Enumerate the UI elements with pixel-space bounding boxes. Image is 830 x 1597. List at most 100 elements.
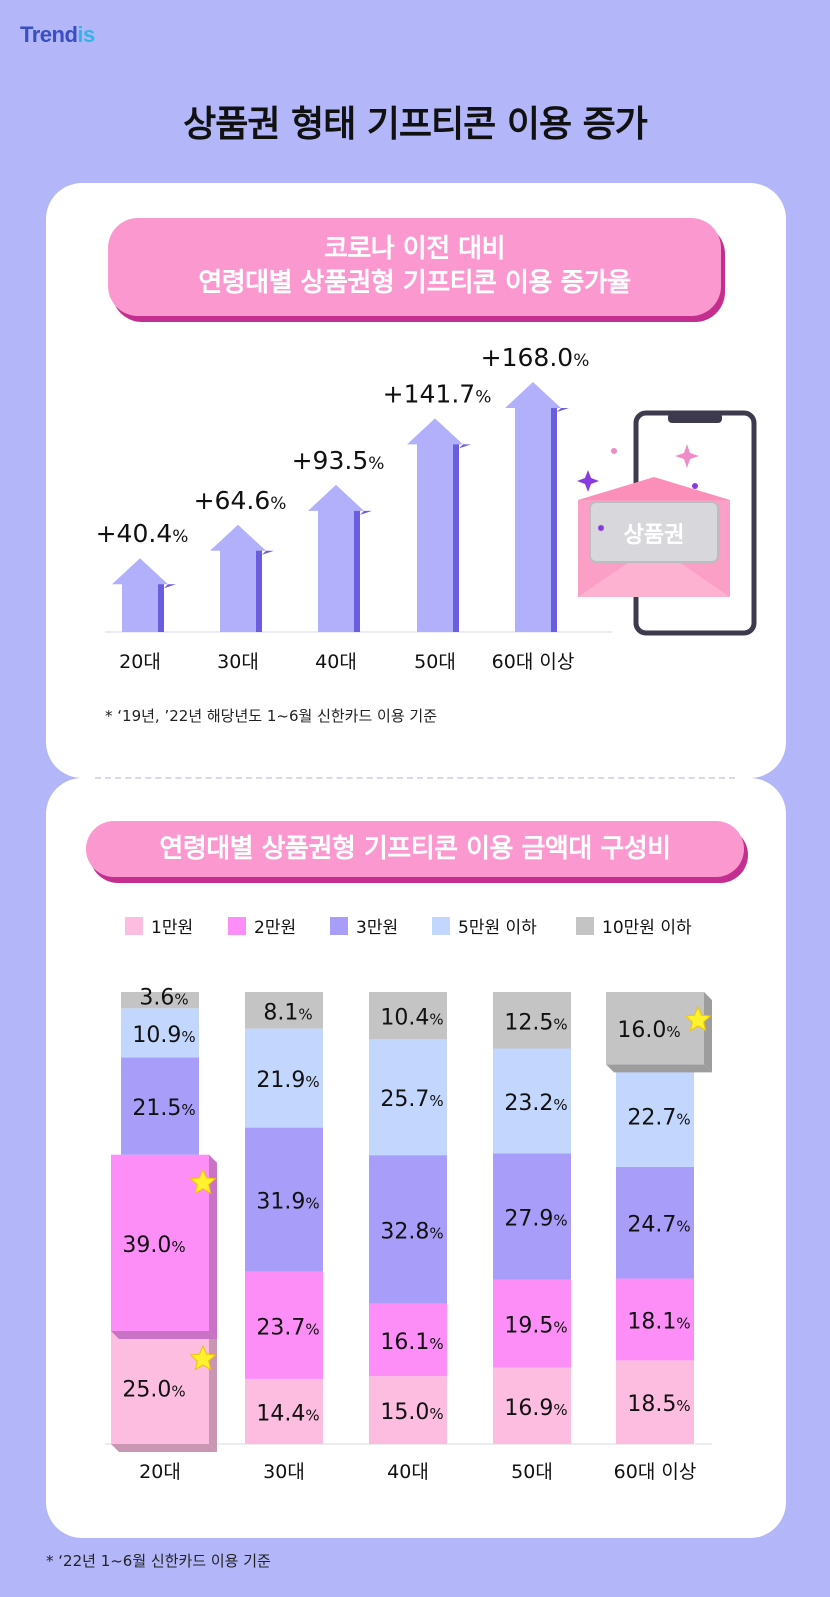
envelope-front [578, 545, 730, 597]
segment-value-label: 27.9% [504, 1206, 567, 1231]
envelope-flap [578, 477, 730, 500]
composition-chart-title: 연령대별 상품권형 기프티콘 이용 금액대 구성비 [86, 821, 744, 877]
legend-swatch [576, 917, 594, 935]
stacked-segment [369, 1303, 447, 1377]
legend-swatch [330, 917, 348, 935]
star-icon [189, 1344, 217, 1371]
segment-bottom [111, 1444, 217, 1452]
category-label: 40대 [387, 1461, 429, 1483]
gift-card-phone-illustration: 상품권 [577, 410, 757, 636]
star-icon [684, 1005, 712, 1032]
growth-bar-shadow-head [360, 510, 372, 515]
stacked-segment [616, 1064, 694, 1167]
growth-bar [308, 484, 372, 632]
category-label: 60대 이상 [492, 651, 575, 673]
segment-value-label: 19.5% [504, 1314, 567, 1339]
growth-value-label: +141.7% [383, 379, 492, 408]
stacked-column: 15.0% 16.1% 32.8% 25.7% 10.4% [369, 992, 447, 1444]
segment-value-label: 12.5% [504, 1010, 567, 1035]
segment-value-label: 31.9% [256, 1190, 319, 1215]
growth-bar-shadow-head [557, 408, 569, 412]
stacked-segment [493, 1048, 571, 1154]
sparkle-dot [611, 448, 617, 454]
growth-bar-body [417, 443, 453, 632]
stacked-segment [111, 1154, 209, 1331]
sparkle-icon [675, 444, 699, 468]
category-label: 50대 [414, 651, 456, 673]
stacked-segment [121, 1008, 199, 1058]
stacked-segment [111, 1331, 209, 1444]
segment-value-label: 24.7% [627, 1213, 690, 1238]
growth-chart-title-line1: 코로나 이전 대비 [323, 234, 506, 264]
stacked-segment [369, 1155, 447, 1304]
category-label: 30대 [263, 1461, 305, 1483]
growth-bar [210, 524, 274, 632]
stacked-column: 16.9% 19.5% 27.9% 23.2% 12.5% [493, 992, 571, 1444]
segment-value-label: 39.0% [122, 1233, 185, 1258]
stacked-column: 25.0% 39.0% 21.5% 10.9% 3.6% [111, 985, 217, 1452]
legend-swatch [228, 917, 246, 935]
sparkle-icon [577, 470, 599, 492]
legend-item: 1만원 [125, 917, 193, 938]
growth-value-label: +168.0% [481, 343, 590, 372]
category-label: 60대 이상 [614, 1461, 697, 1483]
brand-logo: Trendis [20, 22, 95, 47]
stacked-segment [245, 992, 323, 1029]
stacked-segment [493, 1367, 571, 1444]
segment-value-label: 10.4% [380, 1006, 443, 1031]
segment-bottom [606, 1064, 712, 1073]
growth-bar-shadow-head [164, 584, 176, 589]
sparkle-dot [692, 483, 698, 489]
legend-label: 3만원 [356, 918, 398, 938]
stacked-column: 14.4% 23.7% 31.9% 21.9% 8.1% [245, 992, 323, 1444]
segment-value-label: 15.0% [380, 1400, 443, 1425]
growth-bar-arrowhead [407, 418, 463, 445]
growth-bar [505, 382, 569, 632]
segment-value-label: 23.7% [256, 1315, 319, 1340]
segment-side [209, 1154, 217, 1339]
segment-value-label: 22.7% [627, 1106, 690, 1131]
stacked-segment [121, 1057, 199, 1155]
star-icon [189, 1168, 217, 1195]
stacked-segment [121, 992, 199, 1009]
stacked-segment [245, 1271, 323, 1379]
legend-swatch [432, 917, 450, 935]
voucher-label: 상품권 [624, 523, 685, 548]
stacked-segment [493, 992, 571, 1049]
segment-value-label: 32.8% [380, 1219, 443, 1244]
composition-chart-note: * ‘22년 1~6월 신한카드 이용 기준 [46, 1552, 271, 1570]
growth-value-label: +40.4% [96, 519, 189, 548]
legend-label: 10만원 이하 [602, 918, 692, 938]
segment-value-label: 18.5% [627, 1392, 690, 1417]
segment-value-label: 8.1% [263, 1000, 312, 1025]
growth-bar-arrowhead [210, 524, 266, 551]
stacked-segment [245, 1378, 323, 1444]
stacked-segment [616, 1166, 694, 1279]
legend-item: 3만원 [330, 917, 398, 938]
segment-value-label: 3.6% [139, 985, 188, 1010]
card-divider [95, 777, 735, 779]
phone-notch [668, 413, 722, 423]
growth-bar-shadow-head [262, 550, 274, 555]
stacked-segment [616, 1278, 694, 1361]
growth-value-label: +64.6% [194, 486, 287, 515]
growth-bar-arrowhead [112, 558, 168, 585]
growth-bar-body [515, 407, 551, 632]
category-label: 30대 [217, 651, 259, 673]
legend-item: 2만원 [228, 917, 296, 938]
segment-value-label: 16.1% [380, 1330, 443, 1355]
legend-item: 5만원 이하 [432, 917, 537, 938]
segment-side [704, 992, 712, 1073]
segment-value-label: 14.4% [256, 1401, 319, 1426]
legend-swatch [125, 917, 143, 935]
segment-bottom [111, 1331, 217, 1339]
gift-voucher [589, 501, 719, 563]
segment-side [209, 1331, 217, 1452]
growth-value-label: +93.5% [292, 446, 385, 475]
segment-value-label: 16.9% [504, 1396, 567, 1421]
growth-bar-shadow [549, 404, 557, 632]
growth-bar [112, 558, 176, 632]
category-label: 20대 [139, 1461, 181, 1483]
page-title: 상품권 형태 기프티콘 이용 증가 [183, 104, 648, 145]
segment-value-label: 23.2% [504, 1091, 567, 1116]
